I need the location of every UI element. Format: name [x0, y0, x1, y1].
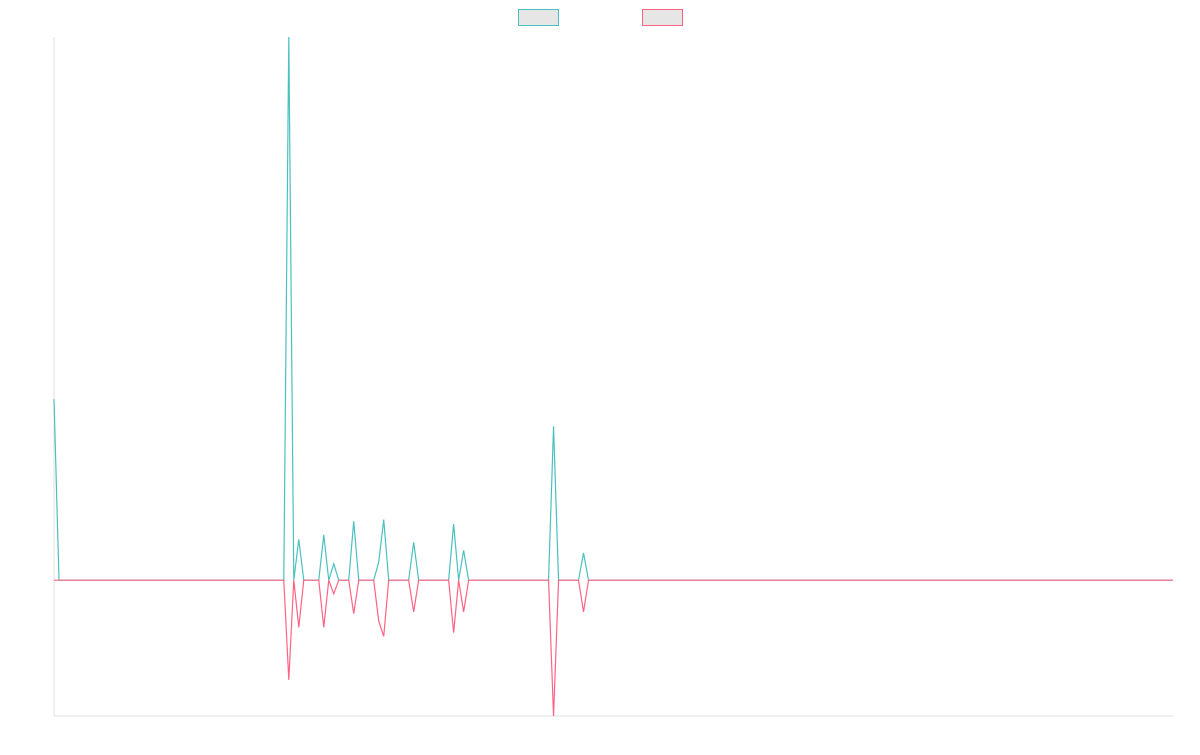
- legend[interactable]: [518, 9, 683, 26]
- axes: [53, 37, 1173, 717]
- legend-swatch[interactable]: [518, 9, 559, 26]
- series-layer: [53, 36, 1173, 717]
- series-line-2: [54, 579, 1173, 717]
- legend-item-1[interactable]: [518, 9, 559, 26]
- series-line-1: [53, 36, 1173, 581]
- legend-swatch[interactable]: [642, 9, 683, 26]
- legend-item-2[interactable]: [642, 9, 683, 26]
